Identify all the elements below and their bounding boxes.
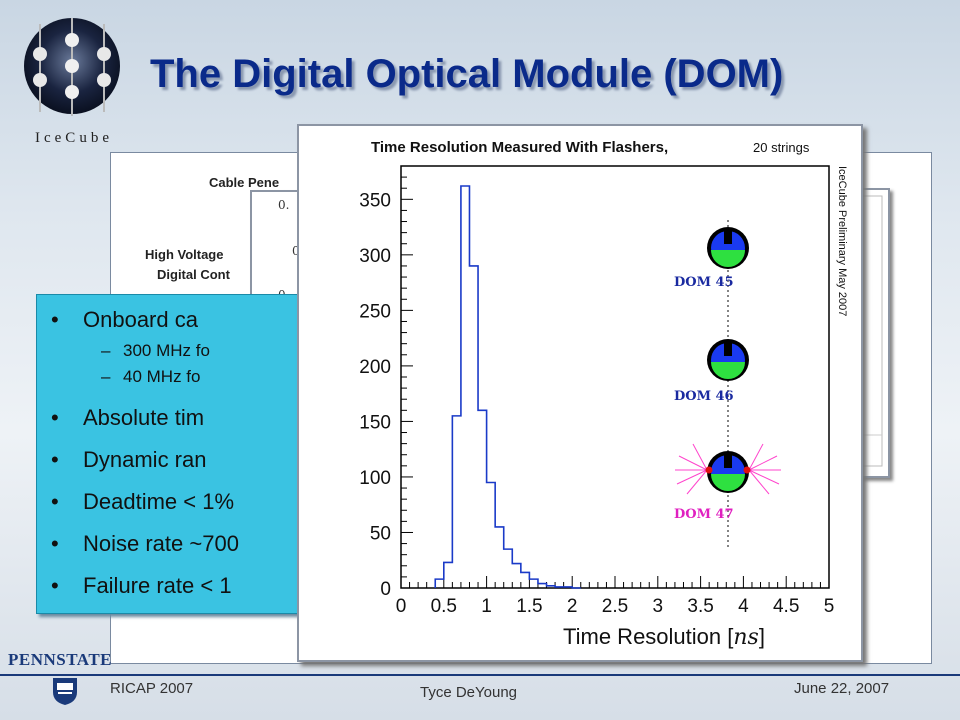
x-tick-label: 0.5 [431, 596, 457, 617]
dom-47-label: DOM 47 [674, 507, 734, 522]
university-shield-icon [50, 676, 80, 706]
diagram-label-hv: High Voltage [145, 247, 224, 262]
histogram-svg: Time Resolution Measured With Flashers, … [359, 139, 848, 650]
histogram-bin [478, 410, 487, 588]
histogram-bin [435, 579, 444, 588]
footer-author: Tyce DeYoung [420, 684, 518, 701]
bullet-item: Absolute tim [51, 405, 204, 431]
dom-45-label: DOM 45 [674, 275, 734, 290]
x-tick-label: 4.5 [773, 596, 799, 617]
histogram-outline [434, 185, 581, 589]
histogram-bin [547, 586, 556, 588]
histogram-bin [495, 527, 504, 588]
dom-45-icon [707, 227, 749, 269]
sub-bullet-item: 40 MHz fo [101, 367, 201, 387]
bullet-item: Failure rate < 1 [51, 573, 231, 599]
y-tick-label: 100 [359, 468, 391, 489]
x-tick-label: 1 [481, 596, 492, 617]
bullet-item: Noise rate ~700 [51, 531, 239, 557]
histogram-bin [504, 549, 513, 588]
x-axis-label-main: Time Resolution [563, 624, 727, 649]
histogram-bin [564, 587, 573, 588]
x-tick-label: 2.5 [602, 596, 628, 617]
inset-value: 0 [292, 244, 300, 258]
y-tick-label: 300 [359, 246, 391, 267]
histogram-bin [487, 483, 496, 589]
histogram-bin [538, 584, 547, 588]
x-tick-label: 1.5 [516, 596, 542, 617]
histogram-bin [521, 572, 530, 588]
x-tick-label: 0 [396, 596, 407, 617]
histogram-bin [529, 579, 538, 588]
chart-title: Time Resolution Measured With Flashers, [371, 139, 668, 156]
dom-46-label: DOM 46 [674, 389, 734, 404]
y-tick-label: 350 [359, 190, 391, 211]
histogram-bin [555, 587, 564, 588]
preliminary-annotation: IceCube Preliminary May 2007 [836, 166, 848, 316]
footer-divider [0, 674, 960, 676]
x-tick-label: 5 [824, 596, 835, 617]
time-resolution-chart: Time Resolution Measured With Flashers, … [297, 124, 863, 662]
y-tick-label: 0 [380, 579, 391, 600]
diagram-label-digital: Digital Cont [157, 267, 230, 282]
x-tick-label: 3 [653, 596, 664, 617]
icecube-logo: IceCube [18, 14, 130, 146]
x-tick-label: 2 [567, 596, 578, 617]
footer-conference: RICAP 2007 [110, 680, 194, 697]
sub-bullet-item: 300 MHz fo [101, 341, 210, 361]
x-tick-label: 3.5 [687, 596, 713, 617]
histogram-bin [512, 564, 521, 588]
histogram-bin [461, 186, 470, 588]
chart-subtitle: 20 strings [753, 140, 810, 155]
dom-46-icon [707, 339, 749, 381]
logo-text: IceCube [35, 130, 113, 146]
footer-date: June 22, 2007 [794, 680, 890, 697]
y-tick-label: 150 [359, 412, 391, 433]
y-tick-label: 50 [370, 523, 391, 544]
x-axis-label: Time Resolution [ns] [563, 624, 765, 650]
dom-47-flasher-icon [675, 443, 781, 495]
x-axis-label-unit: ns [733, 625, 758, 650]
inset-value: 0. [278, 198, 290, 212]
page-title: The Digital Optical Module (DOM) [150, 52, 784, 96]
bullet-item: Onboard ca [51, 307, 198, 333]
bullet-item: Dynamic ran [51, 447, 207, 473]
y-tick-label: 200 [359, 357, 391, 378]
histogram-bin [452, 416, 461, 588]
histogram-bin [469, 266, 478, 588]
diagram-label-cable: Cable Pene [209, 175, 280, 190]
y-tick-label: 250 [359, 301, 391, 322]
histogram-bin [444, 562, 453, 588]
bullet-item: Deadtime < 1% [51, 489, 234, 515]
x-tick-label: 4 [738, 596, 749, 617]
university-logo-text: PENNSTATE [8, 650, 113, 669]
